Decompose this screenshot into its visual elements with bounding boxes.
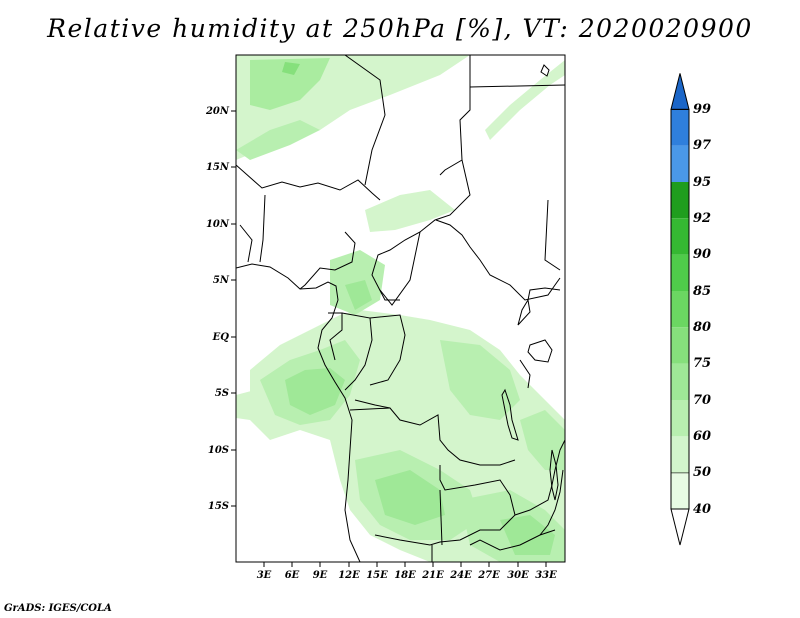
humidity-patch xyxy=(282,62,300,75)
border xyxy=(354,399,516,466)
coastline xyxy=(439,55,471,176)
colorbar-label: 60 xyxy=(693,429,711,444)
border xyxy=(349,407,391,411)
colorbar-segment xyxy=(670,472,690,510)
colorbar-label: 80 xyxy=(693,320,711,335)
border xyxy=(435,219,561,301)
colorbar-label: 92 xyxy=(693,211,711,226)
colorbar-segment xyxy=(671,436,689,473)
colorbar-label: 95 xyxy=(693,175,711,190)
coastline xyxy=(236,263,361,562)
colorbar-label: 50 xyxy=(693,465,711,480)
colorbar-label: 70 xyxy=(693,393,711,408)
colorbar-label: 85 xyxy=(693,284,711,299)
lake-albert xyxy=(517,298,531,326)
border xyxy=(236,164,381,201)
lat-label: 10N xyxy=(206,219,230,230)
lake-malawi xyxy=(549,449,559,501)
lon-label: 6E xyxy=(285,570,300,581)
humidity-patch xyxy=(500,515,555,555)
humidity-patch xyxy=(285,368,345,415)
lat-label: 20N xyxy=(205,106,230,117)
border xyxy=(374,465,516,546)
country-borders xyxy=(236,55,565,562)
lon-label: 9E xyxy=(313,570,328,581)
border xyxy=(544,199,561,271)
colorbar-segment xyxy=(671,400,689,437)
border xyxy=(539,469,564,536)
lon-label: 3E xyxy=(257,570,272,581)
lat-label: 5S xyxy=(215,388,229,399)
border xyxy=(379,231,421,306)
humidity-patch xyxy=(365,190,455,232)
lon-label: 33E xyxy=(535,570,557,581)
humidity-patch xyxy=(440,340,520,420)
humidity-patch xyxy=(236,120,320,160)
map-frame xyxy=(235,54,566,563)
lat-label: 10S xyxy=(208,445,229,456)
border xyxy=(469,84,565,88)
colorbar-label: 40 xyxy=(693,502,711,517)
colorbar xyxy=(670,73,690,546)
latitude-axis: 20N 15N 10N 5N EQ 5S 10S 15S xyxy=(205,106,236,512)
lon-label: 24E xyxy=(449,570,472,581)
colorbar-labels: 40 50 60 70 75 80 85 90 92 95 97 99 xyxy=(693,102,711,517)
colorbar-segment xyxy=(671,254,689,291)
border xyxy=(341,312,373,391)
grads-credit: GrADS: IGES/COLA xyxy=(4,603,112,614)
border xyxy=(527,287,561,301)
colorbar-segment xyxy=(671,182,689,219)
lon-label: 30E xyxy=(507,570,529,581)
map-title: Relative humidity at 250hPa [%], VT: 202… xyxy=(47,14,753,43)
border xyxy=(299,231,356,290)
border xyxy=(371,159,471,301)
border xyxy=(259,194,266,263)
border xyxy=(469,529,556,551)
colorbar-segment xyxy=(671,291,689,328)
colorbar-segment xyxy=(671,327,689,364)
lon-label: 12E xyxy=(338,570,360,581)
border xyxy=(519,359,531,389)
border xyxy=(439,489,443,546)
colorbar-label: 90 xyxy=(693,247,711,262)
lon-label: 18E xyxy=(394,570,416,581)
lat-label: 5N xyxy=(213,275,230,286)
longitude-axis: 3E 6E 9E 12E 15E 18E 21E 24E 27E 30E 33E xyxy=(257,562,557,581)
colorbar-outline xyxy=(670,108,690,510)
lat-label: 15N xyxy=(206,162,230,173)
border xyxy=(328,312,343,361)
lat-label: EQ xyxy=(212,332,230,343)
humidity-patch xyxy=(485,60,565,140)
colorbar-segment xyxy=(671,218,689,255)
lake-victoria xyxy=(527,339,553,363)
border xyxy=(344,55,386,186)
border xyxy=(239,224,253,263)
coastline xyxy=(540,64,550,77)
lake-tanganyika xyxy=(501,388,519,441)
lon-label: 27E xyxy=(477,570,500,581)
humidity-patch xyxy=(250,58,330,110)
colorbar-label: 99 xyxy=(693,102,711,117)
border xyxy=(369,314,406,386)
colorbar-segment xyxy=(671,145,689,182)
humidity-patch xyxy=(345,280,372,310)
colorbar-upper-arrow xyxy=(670,73,690,110)
colorbar-segment xyxy=(671,363,689,400)
humidity-patch xyxy=(236,390,262,420)
humidity-patch xyxy=(375,470,445,525)
lat-label: 15S xyxy=(208,501,229,512)
colorbar-lower-arrow xyxy=(670,508,690,546)
lon-label: 15E xyxy=(366,570,388,581)
colorbar-label: 97 xyxy=(693,138,711,153)
colorbar-segment xyxy=(671,109,689,146)
lon-label: 21E xyxy=(421,570,444,581)
colorbar-label: 75 xyxy=(693,356,711,371)
humidity-shading xyxy=(236,55,565,562)
